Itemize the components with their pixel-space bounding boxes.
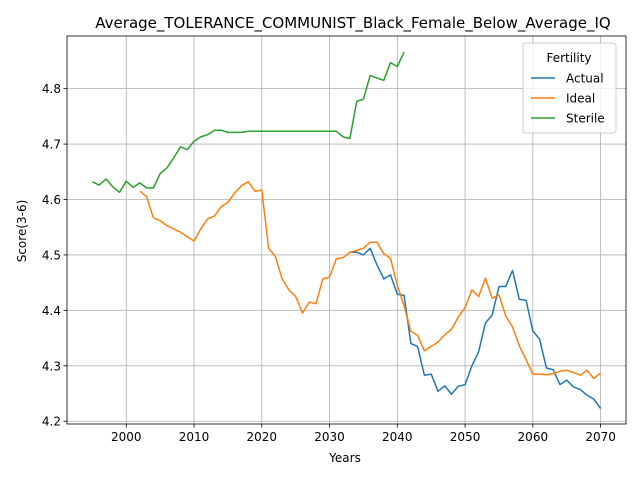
x-tick-label: 2030 xyxy=(314,430,345,444)
x-tick-label: 2040 xyxy=(382,430,413,444)
series-lines xyxy=(92,51,602,409)
legend-label-sterile: Sterile xyxy=(566,112,605,126)
plot-area-frame xyxy=(66,35,627,425)
series-line-actual xyxy=(349,247,602,409)
y-tick-label: 4.2 xyxy=(42,415,61,429)
x-tick-label: 2060 xyxy=(518,430,549,444)
x-tick-label: 2020 xyxy=(247,430,278,444)
y-tick-label: 4.7 xyxy=(42,138,61,152)
legend: Fertility Actual Ideal Sterile xyxy=(522,42,617,134)
series-line-ideal xyxy=(139,181,602,380)
axis-ticks: 2000 2010 2020 2030 2040 2050 2060 2070 4.2 4.3 4.… xyxy=(42,82,616,444)
legend-box xyxy=(522,42,617,134)
legend-label-actual: Actual xyxy=(566,72,604,86)
y-tick-label: 4.3 xyxy=(42,359,61,373)
legend-title: Fertility xyxy=(546,51,591,65)
y-tick-label: 4.5 xyxy=(42,248,61,262)
x-tick-label: 2000 xyxy=(111,430,142,444)
y-tick-label: 4.8 xyxy=(42,82,61,96)
chart-title: Average_TOLERANCE_COMMUNIST_Black_Female… xyxy=(95,14,610,33)
x-tick-label: 2050 xyxy=(450,430,481,444)
y-tick-label: 4.6 xyxy=(42,193,61,207)
grid-lines xyxy=(67,36,626,424)
series-line-sterile xyxy=(92,51,405,194)
x-tick-label: 2010 xyxy=(179,430,210,444)
x-axis-label: Years xyxy=(328,451,361,465)
x-tick-label: 2070 xyxy=(585,430,616,444)
legend-label-ideal: Ideal xyxy=(566,92,595,106)
y-axis-label: Score(3-6) xyxy=(15,200,29,263)
y-tick-label: 4.4 xyxy=(42,304,61,318)
